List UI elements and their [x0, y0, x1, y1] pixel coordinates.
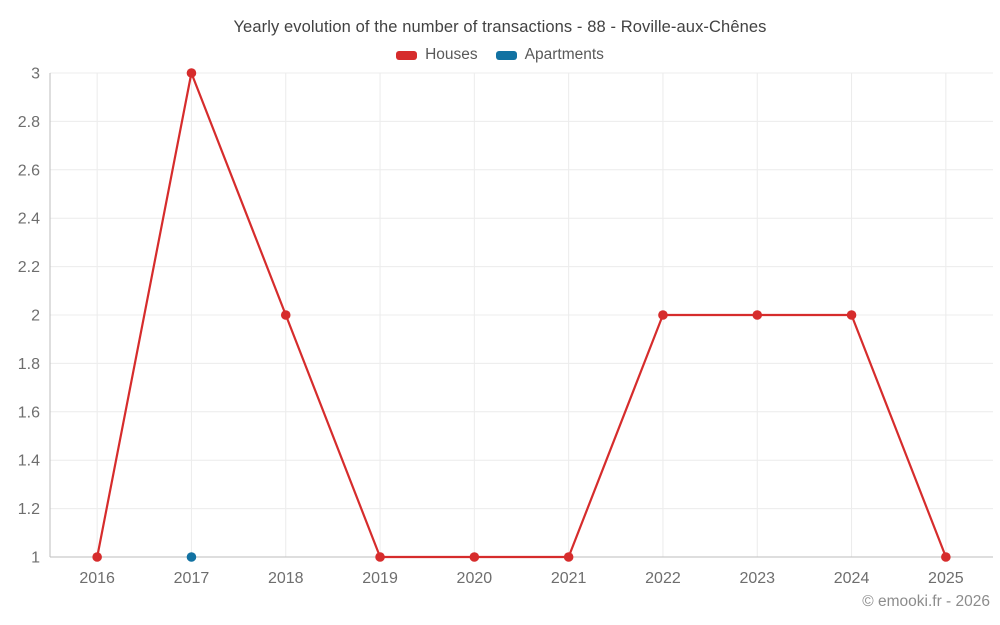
y-tick-label-1: 1	[31, 550, 40, 567]
copyright-footer: © emooki.fr - 2026	[862, 593, 990, 610]
data-point-houses-2022[interactable]	[658, 310, 668, 320]
y-tick-label-2.8: 2.8	[18, 114, 40, 131]
y-tick-label-3: 3	[31, 66, 40, 83]
x-tick-label-2022: 2022	[645, 570, 681, 587]
legend-label-apartments: Apartments	[524, 46, 604, 63]
data-point-houses-2025[interactable]	[941, 552, 951, 562]
data-point-apartments-2017[interactable]	[186, 552, 197, 562]
series-line-houses	[96, 71, 947, 559]
x-tick-label-2024: 2024	[834, 570, 870, 587]
y-tick-label-2: 2	[31, 308, 40, 325]
x-tick-label-2019: 2019	[362, 570, 398, 587]
y-tick-label-1.4: 1.4	[18, 453, 40, 470]
data-point-houses-2024[interactable]	[846, 310, 857, 320]
data-point-houses-2018[interactable]	[280, 310, 291, 320]
data-point-houses-2020[interactable]	[469, 552, 480, 562]
apartments-swatch-icon	[495, 50, 517, 60]
data-point-houses-2016[interactable]	[92, 552, 102, 562]
data-point-houses-2023[interactable]	[752, 310, 763, 320]
x-tick-label-2018: 2018	[268, 570, 304, 587]
data-point-houses-2021[interactable]	[563, 552, 574, 562]
y-tick-label-2.2: 2.2	[18, 259, 40, 276]
data-point-houses-2017[interactable]	[186, 68, 197, 78]
chart-legend: Houses Apartments	[0, 46, 1000, 64]
legend-item-houses[interactable]: Houses	[396, 46, 478, 64]
data-point-houses-2019[interactable]	[375, 552, 385, 562]
legend-item-apartments[interactable]: Apartments	[495, 46, 604, 64]
chart-title: Yearly evolution of the number of transa…	[233, 18, 767, 36]
x-tick-label-2023: 2023	[739, 570, 775, 587]
legend-label-houses: Houses	[425, 46, 478, 63]
x-tick-label-2017: 2017	[174, 570, 210, 587]
x-tick-label-2020: 2020	[457, 570, 493, 587]
y-tick-label-2.6: 2.6	[18, 162, 40, 179]
x-tick-label-2016: 2016	[79, 570, 115, 587]
y-tick-label-1.8: 1.8	[18, 356, 40, 373]
x-tick-label-2021: 2021	[551, 570, 587, 587]
y-tick-label-1.6: 1.6	[18, 404, 40, 421]
x-tick-label-2025: 2025	[928, 570, 964, 587]
y-tick-label-2.4: 2.4	[18, 211, 40, 228]
y-tick-label-1.2: 1.2	[18, 501, 40, 518]
houses-swatch-icon	[396, 50, 418, 60]
